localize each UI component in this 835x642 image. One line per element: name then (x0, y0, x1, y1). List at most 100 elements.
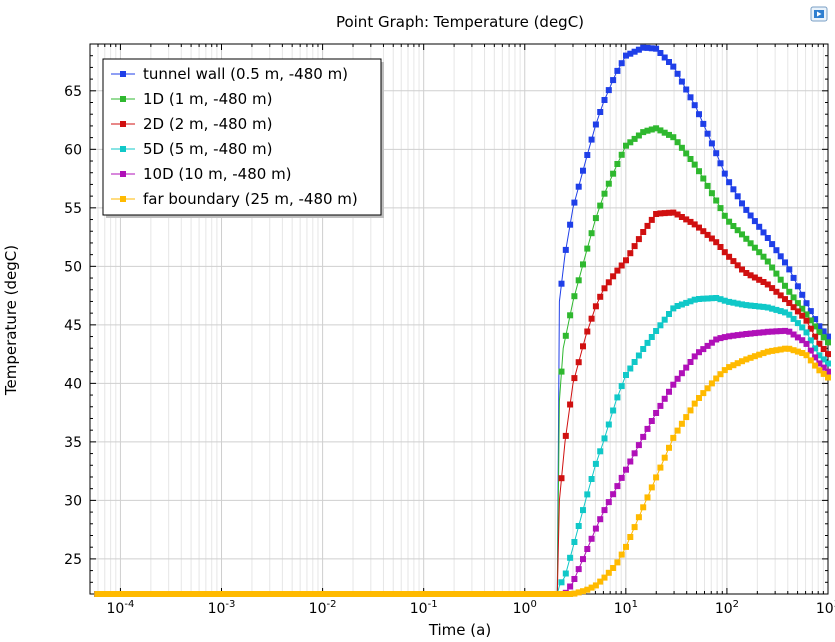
series-marker (760, 279, 767, 285)
series-marker (657, 402, 664, 409)
series-marker (326, 591, 333, 597)
series-marker (666, 388, 672, 395)
series-marker (171, 591, 178, 597)
series-marker (803, 329, 810, 336)
series-marker (605, 279, 612, 286)
series-marker (623, 142, 629, 149)
series-marker (820, 328, 827, 335)
series-marker (296, 591, 303, 597)
series-marker (683, 364, 690, 371)
series-marker (777, 346, 784, 353)
series-marker (786, 345, 793, 352)
series-marker (704, 182, 711, 189)
series-marker (696, 224, 702, 231)
series-marker (704, 295, 711, 302)
y-tick-label: 65 (64, 84, 82, 100)
series-marker (816, 360, 823, 367)
series-marker (704, 385, 711, 392)
series-marker (683, 414, 690, 421)
series-marker (330, 591, 337, 597)
series-marker (571, 590, 578, 597)
series-marker (794, 334, 801, 341)
series-marker (451, 591, 457, 597)
series-marker (614, 394, 621, 401)
series-marker (395, 591, 402, 597)
series-marker (644, 44, 651, 51)
series-marker (567, 221, 574, 228)
series-marker (640, 44, 647, 51)
series-marker (661, 129, 668, 136)
series-marker (734, 360, 741, 367)
series-marker (648, 216, 655, 223)
series-marker (743, 235, 750, 242)
x-axis-label: Time (a) (428, 621, 491, 639)
series-marker (184, 591, 191, 597)
series-marker (812, 333, 819, 340)
series-marker (666, 311, 672, 317)
series-marker (519, 591, 526, 597)
series-marker (163, 591, 169, 597)
y-axis-ticks: 25 30 35 40 45 50 55 60 65 (64, 84, 828, 568)
series-marker (726, 364, 733, 371)
series-marker (782, 309, 788, 316)
x-tick-label: 102 (715, 599, 739, 617)
series-marker (111, 591, 118, 597)
series-marker (670, 381, 677, 388)
series-marker (661, 316, 668, 323)
series-marker (751, 218, 758, 225)
series-marker (623, 543, 629, 550)
series-marker (739, 200, 745, 207)
series-marker (769, 264, 776, 271)
series-marker (408, 591, 415, 597)
series-marker (678, 78, 685, 85)
series-marker (610, 491, 617, 498)
series-marker (635, 514, 642, 521)
series-marker (751, 274, 758, 281)
series-marker (794, 300, 801, 307)
series-marker (631, 135, 638, 142)
series-marker (627, 365, 634, 372)
series-marker (756, 223, 763, 230)
series-marker (412, 591, 419, 597)
series-marker (94, 591, 101, 597)
series-marker (704, 130, 711, 137)
series-marker (777, 276, 784, 283)
series-marker (605, 87, 612, 94)
series-marker (717, 335, 724, 342)
legend-label: 2D (2 m, -480 m) (143, 115, 272, 133)
series-marker (154, 591, 161, 597)
series-marker (713, 375, 720, 382)
series-marker (369, 591, 376, 597)
series-marker (691, 296, 698, 303)
series-marker (618, 60, 625, 67)
toolbar-graph-icon[interactable] (810, 6, 828, 22)
series-marker (760, 253, 767, 260)
series-marker (558, 579, 565, 586)
series-marker (756, 249, 763, 256)
series-marker (769, 285, 776, 292)
series-marker (794, 308, 801, 315)
series-marker (760, 229, 767, 236)
series-marker (640, 346, 647, 352)
series-marker (446, 591, 453, 597)
series-marker (610, 273, 617, 280)
series-marker (580, 507, 586, 514)
series-marker (429, 591, 436, 597)
series-marker (670, 209, 677, 216)
series-marker (283, 591, 290, 597)
series-marker (713, 295, 720, 301)
legend-swatch-marker (120, 121, 126, 127)
series-marker (721, 367, 728, 374)
series-marker (717, 160, 724, 167)
series-marker (562, 246, 569, 253)
series-marker (623, 52, 629, 59)
series-marker (816, 352, 823, 359)
series-marker (743, 270, 750, 276)
y-tick-label: 45 (64, 318, 82, 334)
series-marker (571, 199, 578, 206)
series-marker (807, 337, 814, 344)
series-marker (575, 523, 582, 529)
series-marker (120, 591, 127, 597)
series-marker (713, 239, 720, 246)
series-marker (747, 330, 754, 337)
